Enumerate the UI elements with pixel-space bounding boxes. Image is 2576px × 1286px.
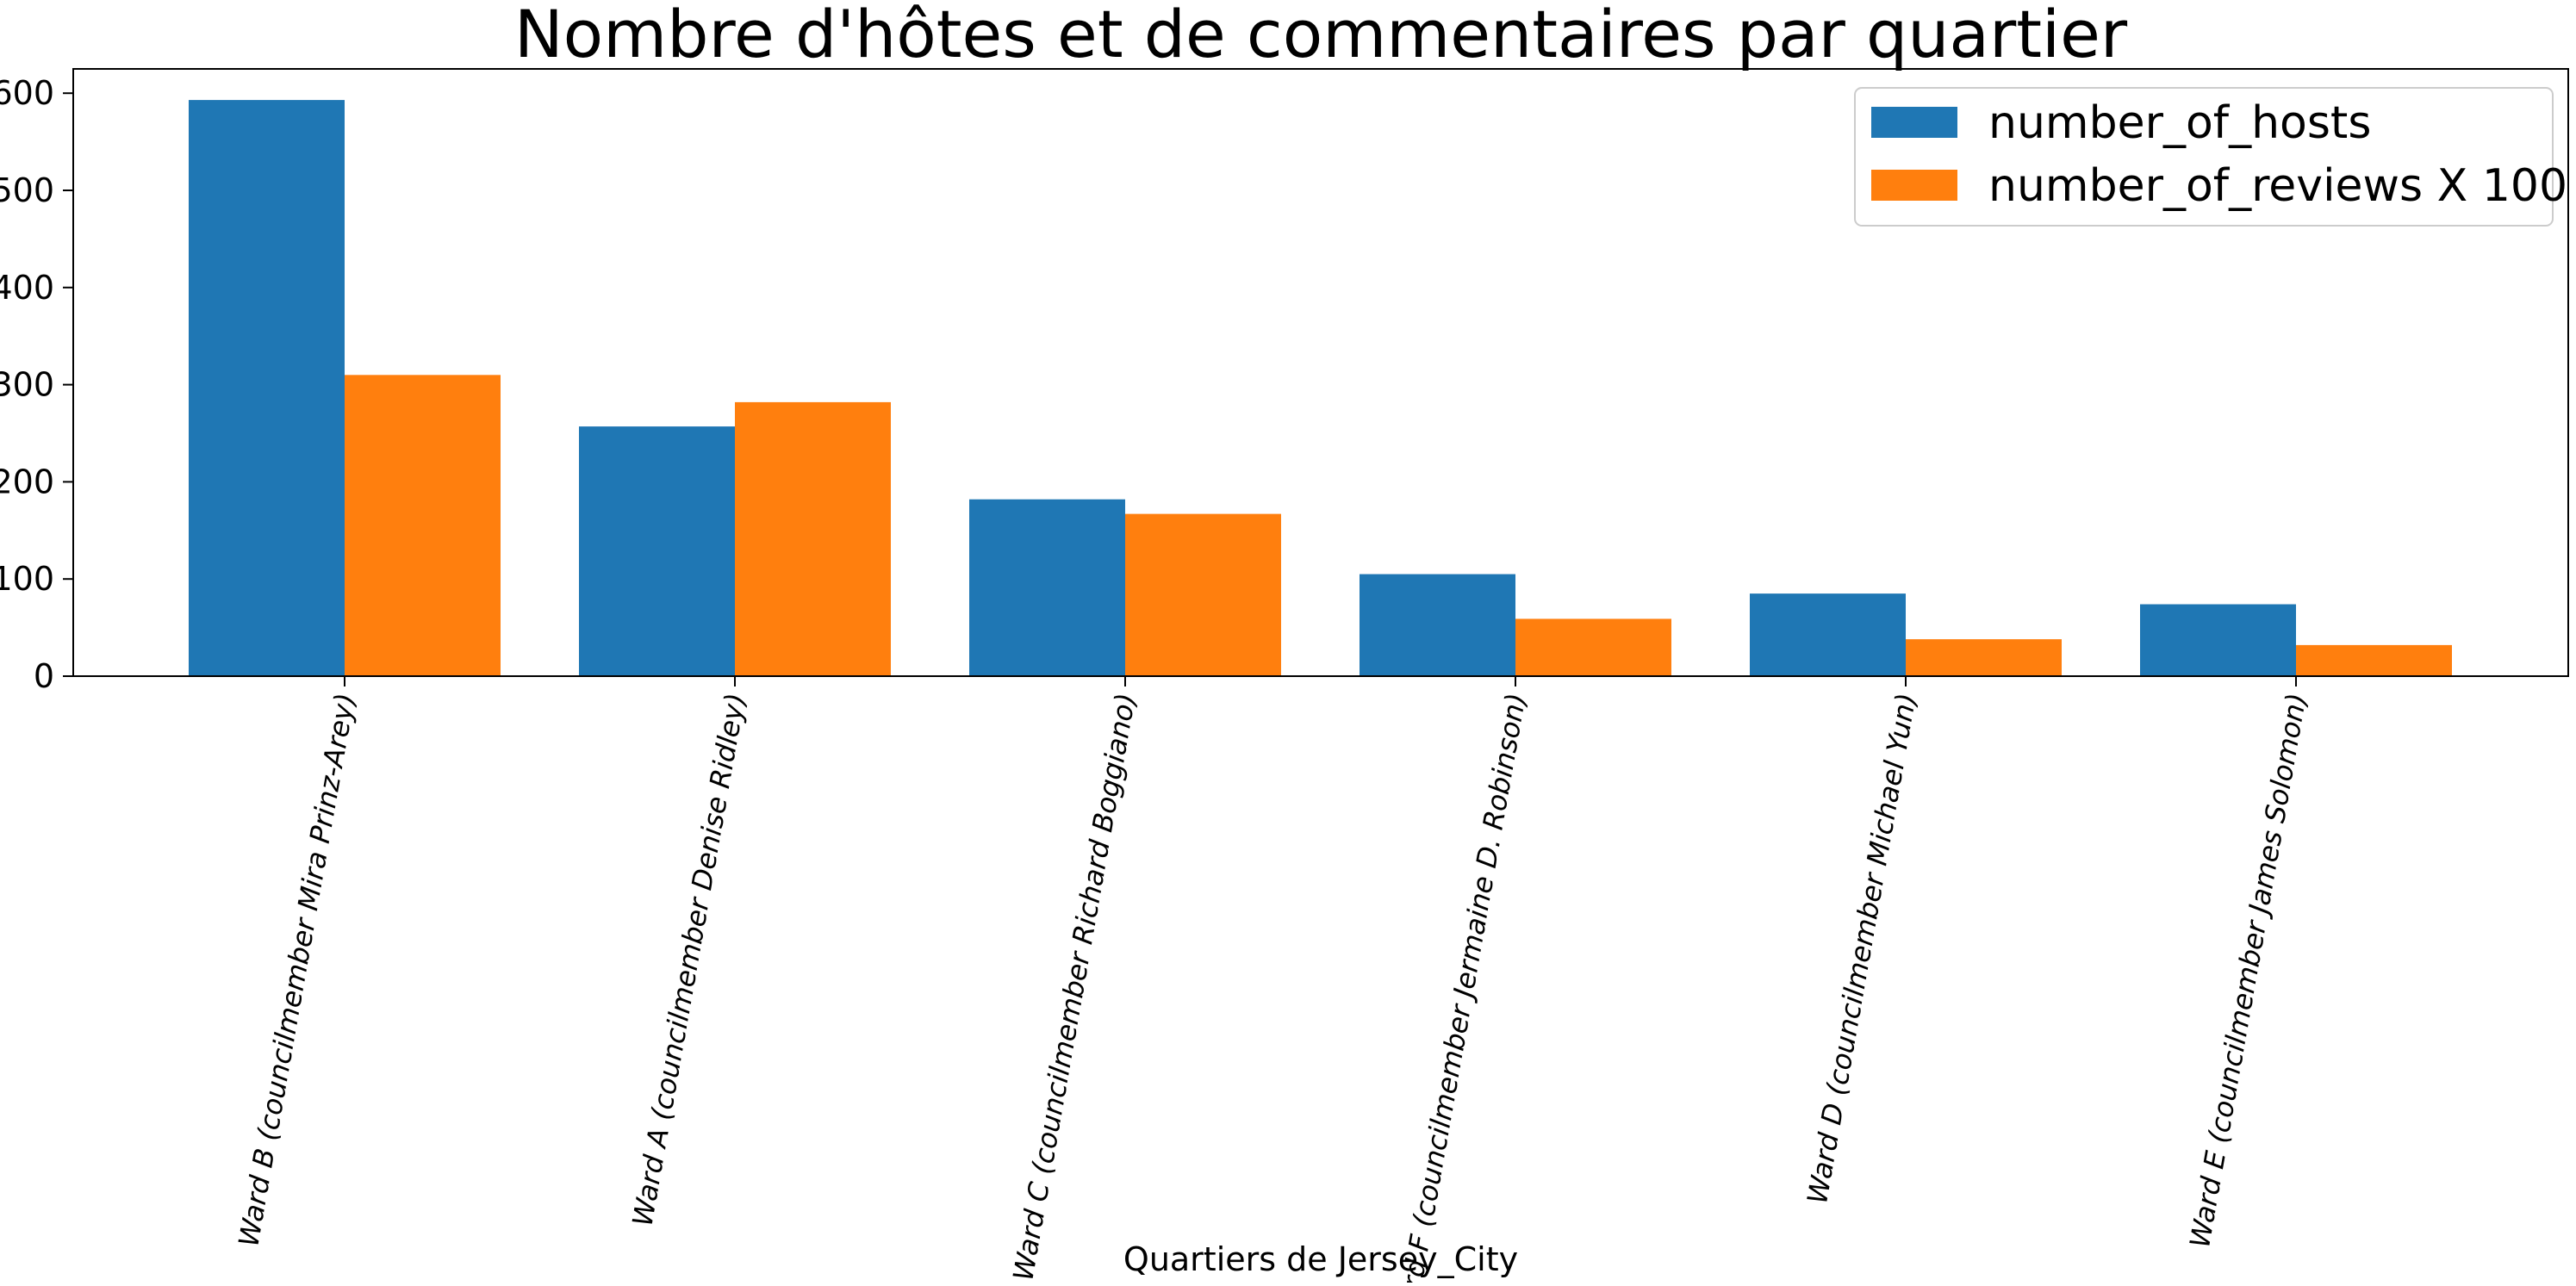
x-axis: Ward B (councilmember Mira Prinz-Arey) Wa… — [232, 676, 2313, 1283]
x-tick-label: Ward C (councilmember Richard Boggiano) — [1006, 691, 1142, 1283]
x-tick-label: Ward F (councilmember Jermaine D. Robins… — [1388, 691, 1533, 1283]
x-tick-label: Ward E (councilmember James Solomon) — [2183, 691, 2313, 1251]
y-tick-label: 300 — [0, 366, 54, 404]
legend-label-hosts: number_of_hosts — [1988, 97, 2371, 149]
legend-swatch-reviews — [1871, 170, 1957, 201]
bar-hosts-4 — [1360, 575, 1515, 676]
y-tick-label: 0 — [34, 657, 54, 695]
bar-reviews-3 — [1125, 514, 1281, 676]
x-tick-label: Ward A (councilmember Denise Ridley) — [625, 691, 751, 1229]
bar-hosts-5 — [1750, 593, 1906, 676]
x-tick-label: Ward D (councilmember Michael Yun) — [1801, 691, 1923, 1207]
chart-title: Nombre d'hôtes et de commentaires par qu… — [514, 0, 2128, 72]
bar-reviews-1 — [345, 375, 501, 676]
x-axis-label: Quartiers de Jersey_City — [1123, 1240, 1518, 1278]
bar-hosts-1 — [189, 100, 345, 676]
y-tick-label: 400 — [0, 269, 54, 307]
bar-reviews-4 — [1515, 618, 1671, 676]
y-tick-label: 500 — [0, 171, 54, 209]
bar-hosts-2 — [579, 426, 735, 676]
y-tick-label: 200 — [0, 463, 54, 500]
bar-reviews-2 — [735, 402, 891, 676]
bar-reviews-5 — [1906, 639, 2062, 676]
x-tick-label: Ward B (councilmember Mira Prinz-Arey) — [232, 691, 362, 1249]
legend: number_of_hosts number_of_reviews X 100 — [1855, 88, 2567, 226]
y-tick-label: 100 — [0, 560, 54, 598]
y-axis: 0 100 200 300 400 500 600 — [0, 74, 73, 695]
legend-label-reviews: number_of_reviews X 100 — [1988, 160, 2567, 212]
legend-swatch-hosts — [1871, 107, 1957, 138]
bar-reviews-6 — [2296, 645, 2452, 676]
y-tick-label: 600 — [0, 74, 54, 112]
bar-hosts-3 — [969, 500, 1125, 676]
bar-hosts-6 — [2140, 605, 2296, 676]
